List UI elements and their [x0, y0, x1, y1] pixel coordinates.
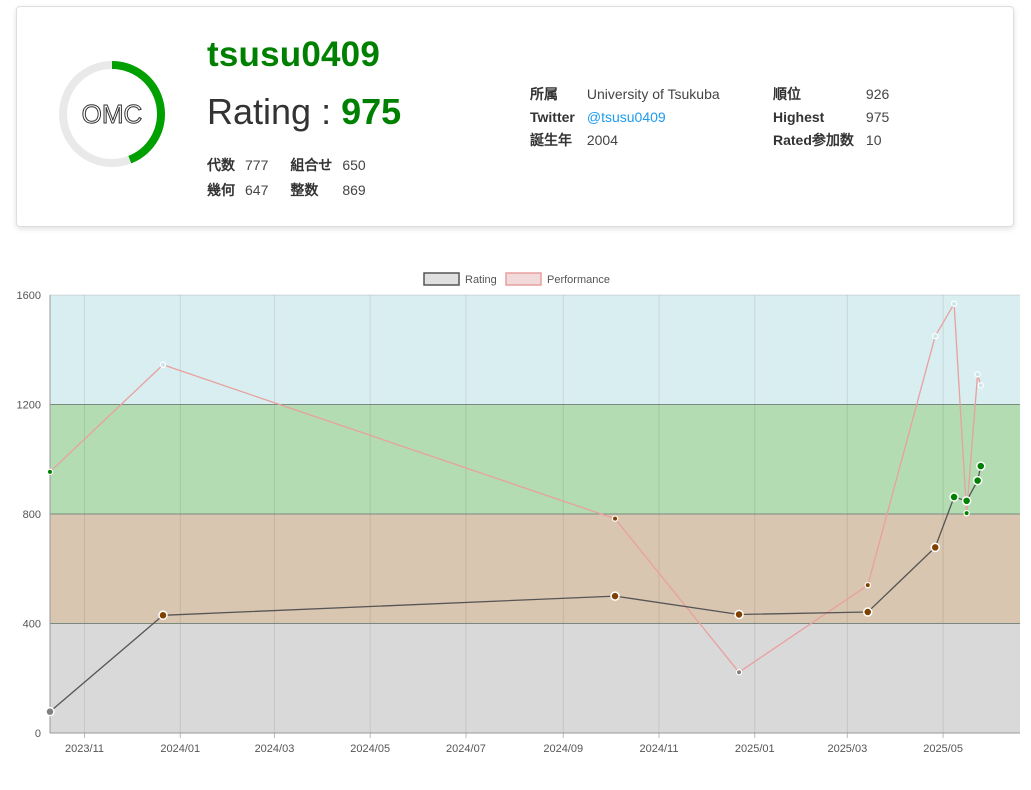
legend-performance-label: Performance [547, 274, 610, 286]
performance-point [963, 509, 970, 517]
performance-point [864, 581, 871, 589]
x-tick-label: 2025/01 [735, 743, 775, 755]
performance-point [932, 332, 939, 340]
x-tick-label: 2023/11 [65, 743, 104, 755]
rank-value: 926 [865, 86, 890, 102]
rating-point [961, 496, 972, 506]
username-link[interactable]: tsusu0409 [207, 35, 381, 74]
y-tick-label: 1600 [17, 290, 41, 302]
birth-year-value: 2004 [586, 132, 619, 148]
y-tick-label: 400 [23, 619, 41, 631]
legend-performance-swatch [505, 272, 542, 286]
profile-info-right: 順位 926 Highest 975 Rated参加数 10 [773, 82, 899, 153]
rating-band-0 [50, 623, 1020, 733]
score-label-combinatorics: 組合せ [290, 157, 333, 173]
score-value-algebra: 777 [245, 157, 269, 173]
highest-value: 975 [865, 109, 890, 125]
y-tick-label: 1200 [17, 400, 41, 412]
profile-info-left: 所属 University of Tsukuba Twitter @tsusu0… [530, 82, 730, 153]
legend-rating-label: Rating [465, 274, 497, 286]
rated-count-label: Rated参加数 [773, 132, 854, 148]
affiliation-value: University of Tsukuba [586, 86, 720, 102]
rank-label: 順位 [773, 86, 801, 102]
score-value-geometry: 647 [245, 182, 269, 198]
legend-rating-swatch [423, 272, 460, 286]
performance-point [611, 515, 619, 522]
rating-ring: OMC [57, 59, 167, 169]
rating-label: Rating : [207, 91, 342, 132]
rating-band-1 [50, 514, 1020, 624]
affiliation-label: 所属 [530, 86, 558, 102]
profile-card: OMC tsusu0409 Rating : 975 代数 777 組合せ 65… [16, 6, 1014, 227]
omc-logo: OMC [82, 99, 143, 129]
x-tick-label: 2025/03 [827, 743, 867, 755]
performance-line [49, 301, 982, 674]
rating-point [158, 610, 168, 621]
rating-point [949, 492, 959, 502]
x-tick-label: 2024/05 [350, 743, 390, 755]
rating-line [49, 465, 982, 713]
performance-point [46, 468, 54, 476]
rating-history-chart: 2023/11 2024/01 2024/03 2024/05 2024/07 2024/… [0, 262, 1031, 785]
ring-progress-arc [59, 61, 165, 167]
rating-point [976, 461, 986, 471]
x-tick-label: 2024/01 [160, 743, 200, 755]
y-tick-label: 800 [23, 509, 41, 521]
rated-count-value: 10 [865, 132, 882, 148]
score-value-number-theory: 869 [342, 182, 366, 198]
rating-point [610, 591, 620, 601]
birth-year-label: 誕生年 [530, 132, 572, 148]
genre-scores: 代数 777 組合せ 650 幾何 647 整数 869 [207, 153, 388, 203]
rating-point [930, 542, 940, 553]
rating-chart-svg: 2023/11 2024/01 2024/03 2024/05 2024/07 2024/… [17, 272, 1020, 755]
rating-band-3 [50, 295, 1020, 405]
x-tick-label: 2024/11 [640, 743, 679, 755]
performance-point [159, 361, 167, 369]
rating-ring-graphic: OMC [59, 61, 165, 167]
rating-display: Rating : 975 [207, 91, 401, 133]
rating-value: 975 [341, 91, 402, 132]
score-label-number-theory: 整数 [290, 182, 319, 198]
twitter-label: Twitter [530, 109, 575, 125]
performance-point [735, 669, 743, 676]
rating-point [45, 706, 55, 717]
performance-point [950, 300, 958, 307]
x-tick-label: 2024/03 [255, 743, 295, 755]
score-label-algebra: 代数 [207, 157, 235, 173]
rating-point [972, 475, 983, 486]
performance-point [974, 371, 981, 378]
twitter-link[interactable]: @tsusu0409 [586, 109, 666, 125]
rating-point [863, 607, 873, 617]
x-tick-label: 2024/09 [543, 743, 583, 755]
score-value-combinatorics: 650 [342, 157, 366, 173]
y-tick-label: 0 [35, 728, 41, 740]
x-tick-label: 2024/07 [446, 743, 486, 755]
highest-label: Highest [773, 109, 825, 125]
rating-band-2 [50, 404, 1020, 514]
performance-point [977, 382, 984, 389]
x-tick-label: 2025/05 [923, 743, 963, 755]
rating-point [734, 609, 744, 620]
score-label-geometry: 幾何 [207, 182, 235, 198]
